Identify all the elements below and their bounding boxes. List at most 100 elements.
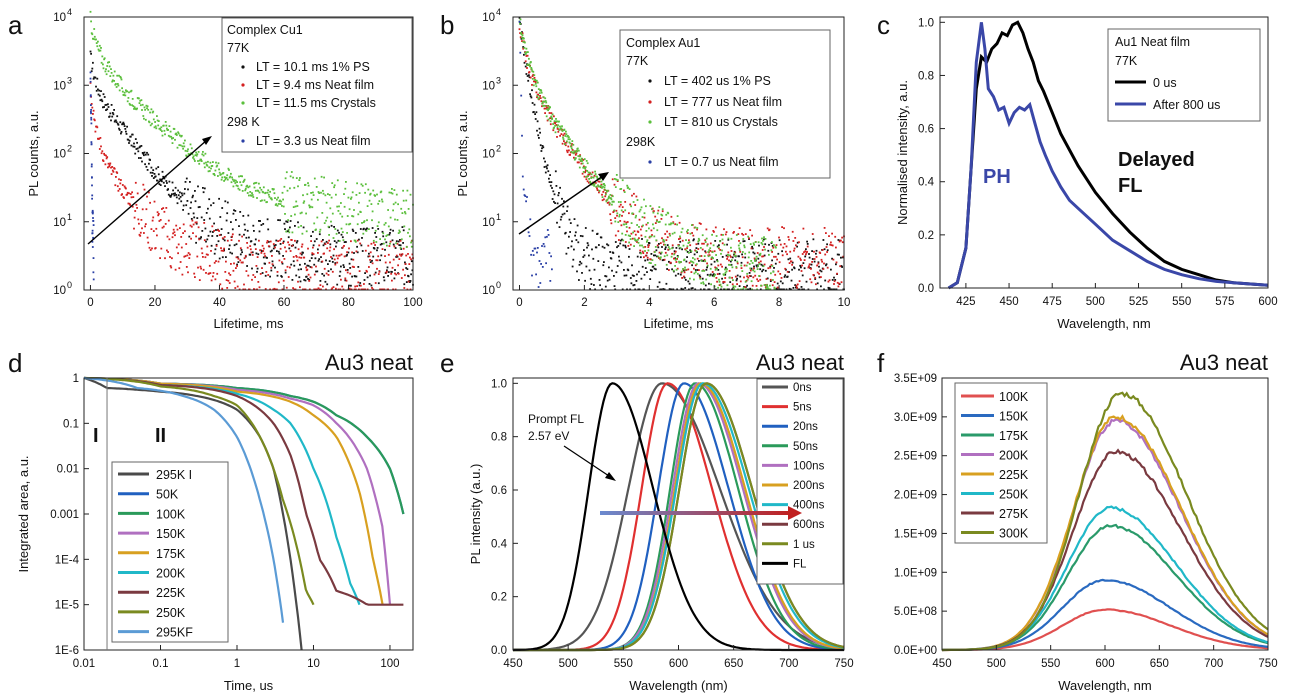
data-point <box>840 256 842 259</box>
data-point <box>813 250 815 253</box>
data-point <box>625 221 628 224</box>
data-point <box>90 104 92 106</box>
x-axis-label: Time, us <box>224 678 274 693</box>
data-point <box>221 237 224 240</box>
data-point <box>338 231 340 234</box>
data-point <box>315 228 317 231</box>
data-point <box>738 249 741 251</box>
data-point <box>637 288 640 291</box>
data-point <box>763 246 765 248</box>
data-point <box>619 203 622 206</box>
data-point <box>306 193 309 196</box>
data-point <box>341 231 344 233</box>
data-point <box>703 242 705 245</box>
data-point <box>214 169 217 172</box>
data-point <box>366 205 369 207</box>
data-point <box>100 90 102 92</box>
data-point <box>102 106 104 109</box>
data-point <box>390 191 393 194</box>
data-point <box>330 268 332 271</box>
data-point <box>317 287 320 290</box>
data-point <box>350 198 352 200</box>
data-point <box>622 239 625 242</box>
data-point <box>536 120 539 123</box>
data-point <box>816 282 819 285</box>
data-point <box>309 266 312 268</box>
data-point <box>781 282 784 285</box>
data-point <box>97 93 100 96</box>
data-point <box>144 153 147 156</box>
data-point <box>553 115 555 118</box>
data-point <box>729 256 732 258</box>
data-point <box>306 268 309 271</box>
data-point <box>231 252 233 255</box>
data-point <box>594 182 597 184</box>
data-point <box>602 264 605 267</box>
data-point <box>244 288 247 291</box>
data-point <box>100 98 103 101</box>
data-point <box>236 181 238 183</box>
data-point <box>694 271 697 273</box>
data-point <box>811 258 814 260</box>
data-point <box>823 262 825 265</box>
data-point <box>244 254 247 257</box>
data-point <box>133 227 135 230</box>
data-point <box>258 239 260 242</box>
data-point <box>131 133 134 136</box>
legend-entry: 225K <box>999 468 1029 482</box>
data-point <box>546 105 549 107</box>
data-point <box>575 151 578 153</box>
data-point <box>91 246 94 248</box>
data-point <box>572 143 575 146</box>
data-point <box>830 241 832 244</box>
data-point <box>524 65 527 68</box>
data-point <box>696 272 699 275</box>
data-point <box>136 207 138 209</box>
data-point <box>654 222 657 224</box>
data-point <box>382 276 385 279</box>
series-a-2 <box>89 10 414 249</box>
data-point <box>731 256 734 259</box>
data-point <box>713 250 716 253</box>
data-point <box>702 260 705 262</box>
data-point <box>201 153 204 156</box>
data-point <box>384 222 387 224</box>
data-point <box>523 46 526 49</box>
data-point <box>644 250 646 252</box>
data-point <box>817 262 820 265</box>
data-point <box>621 238 623 241</box>
data-point <box>220 173 222 176</box>
data-point <box>658 251 661 254</box>
data-point <box>333 226 335 228</box>
series-line-0 <box>947 20 1269 290</box>
data-point <box>246 192 249 194</box>
data-point <box>651 208 653 211</box>
data-point <box>292 176 294 179</box>
data-point <box>172 228 175 231</box>
data-point <box>274 244 277 246</box>
data-point <box>395 273 398 276</box>
data-point <box>364 183 367 186</box>
data-point <box>90 116 93 119</box>
data-point <box>89 82 92 84</box>
data-point <box>129 135 132 138</box>
y-tick-label: 0.4 <box>918 177 935 189</box>
data-point <box>403 225 406 228</box>
data-point <box>720 288 723 291</box>
data-point <box>326 247 329 250</box>
data-point <box>233 180 235 183</box>
data-point <box>693 272 696 275</box>
data-point <box>381 198 383 201</box>
data-point <box>358 288 360 291</box>
data-point <box>163 129 166 132</box>
data-point <box>525 53 527 55</box>
data-point <box>309 276 312 279</box>
data-point <box>601 196 604 198</box>
data-point <box>345 223 348 226</box>
data-point <box>655 220 658 223</box>
data-point <box>256 197 258 199</box>
data-point <box>615 178 618 181</box>
data-point <box>671 247 673 250</box>
data-point <box>753 267 755 270</box>
data-point <box>363 227 365 230</box>
